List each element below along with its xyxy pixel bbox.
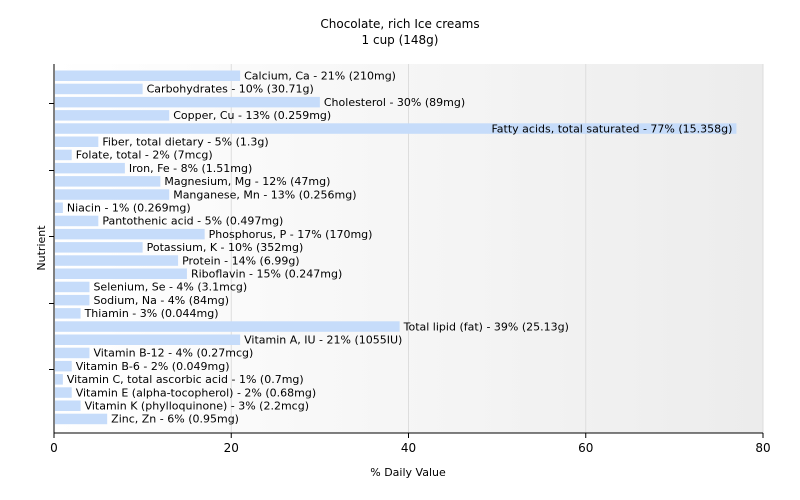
bar xyxy=(55,189,170,200)
bar xyxy=(55,334,241,345)
bar xyxy=(55,176,161,187)
bar-label: Pantothenic acid - 5% (0.497mg) xyxy=(102,215,283,228)
bar xyxy=(55,387,72,398)
bars: Calcium, Ca - 21% (210mg)Carbohydrates -… xyxy=(55,70,737,426)
bar xyxy=(55,70,241,81)
bar-label: Fatty acids, total saturated - 77% (15.3… xyxy=(491,122,732,135)
bar-label: Riboflavin - 15% (0.247mg) xyxy=(191,268,342,281)
bar xyxy=(55,215,99,227)
bar-label: Protein - 14% (6.99g) xyxy=(182,254,300,267)
bar-label: Potassium, K - 10% (352mg) xyxy=(147,241,304,254)
bar xyxy=(55,268,187,279)
bar-label: Fiber, total dietary - 5% (1.3g) xyxy=(102,136,268,149)
bar-label: Vitamin K (phylloquinone) - 3% (2.2mcg) xyxy=(85,400,309,413)
bar xyxy=(55,347,90,359)
x-tick-label: 60 xyxy=(578,441,593,455)
bar xyxy=(55,110,170,121)
x-tick-label: 80 xyxy=(755,441,770,455)
bar-label: Calcium, Ca - 21% (210mg) xyxy=(244,70,396,83)
axes: 0 20 40 60 80 xyxy=(49,64,771,455)
bar xyxy=(55,96,320,108)
bar-label: Vitamin B-6 - 2% (0.049mg) xyxy=(76,360,230,373)
bar-label: Carbohydrates - 10% (30.71g) xyxy=(147,83,314,96)
bar xyxy=(55,281,90,293)
bar xyxy=(55,360,72,372)
x-axis-title: % Daily Value xyxy=(370,466,446,479)
bar-label: Thiamin - 3% (0.044mg) xyxy=(84,307,219,320)
bar xyxy=(55,228,205,240)
bar-label: Selenium, Se - 4% (3.1mcg) xyxy=(93,281,247,294)
bar xyxy=(55,242,143,253)
bar xyxy=(55,255,179,266)
bar-label: Zinc, Zn - 6% (0.95mg) xyxy=(111,413,239,426)
bar-label: Cholesterol - 30% (89mg) xyxy=(324,96,465,109)
bar-label: Iron, Fe - 8% (1.51mg) xyxy=(129,162,252,175)
bar xyxy=(55,400,81,411)
bar-label: Total lipid (fat) - 39% (25.13g) xyxy=(403,320,569,333)
bar xyxy=(55,413,108,425)
bar-label: Copper, Cu - 13% (0.259mg) xyxy=(173,109,331,122)
bar xyxy=(55,308,81,319)
chart-subtitle: 1 cup (148g) xyxy=(361,33,439,47)
bar xyxy=(55,149,72,161)
bar-label: Niacin - 1% (0.269mg) xyxy=(67,202,191,215)
bar-label: Vitamin C, total ascorbic acid - 1% (0.7… xyxy=(67,373,304,386)
x-tick-label: 20 xyxy=(224,441,239,455)
bar xyxy=(55,83,143,95)
bar-label: Vitamin B-12 - 4% (0.27mcg) xyxy=(93,347,253,360)
bar-label: Vitamin E (alpha-tocopherol) - 2% (0.68m… xyxy=(76,386,316,399)
bar xyxy=(55,202,63,213)
bar-label: Folate, total - 2% (7mcg) xyxy=(76,149,213,162)
bar-label: Vitamin A, IU - 21% (1055IU) xyxy=(244,334,402,347)
x-tick-label: 40 xyxy=(401,441,416,455)
y-axis-title: Nutrient xyxy=(35,225,48,271)
bar xyxy=(55,162,125,174)
bar xyxy=(55,123,737,134)
bar-label: Manganese, Mn - 13% (0.256mg) xyxy=(173,188,356,201)
bar xyxy=(55,374,63,385)
bar-label: Magnesium, Mg - 12% (47mg) xyxy=(164,175,330,188)
bar xyxy=(55,136,99,147)
bar-label: Sodium, Na - 4% (84mg) xyxy=(93,294,229,307)
bar-label: Phosphorus, P - 17% (170mg) xyxy=(209,228,373,241)
bar xyxy=(55,321,400,332)
chart-title: Chocolate, rich Ice creams xyxy=(320,17,480,31)
bar xyxy=(55,294,90,306)
x-tick-label: 0 xyxy=(50,441,58,455)
